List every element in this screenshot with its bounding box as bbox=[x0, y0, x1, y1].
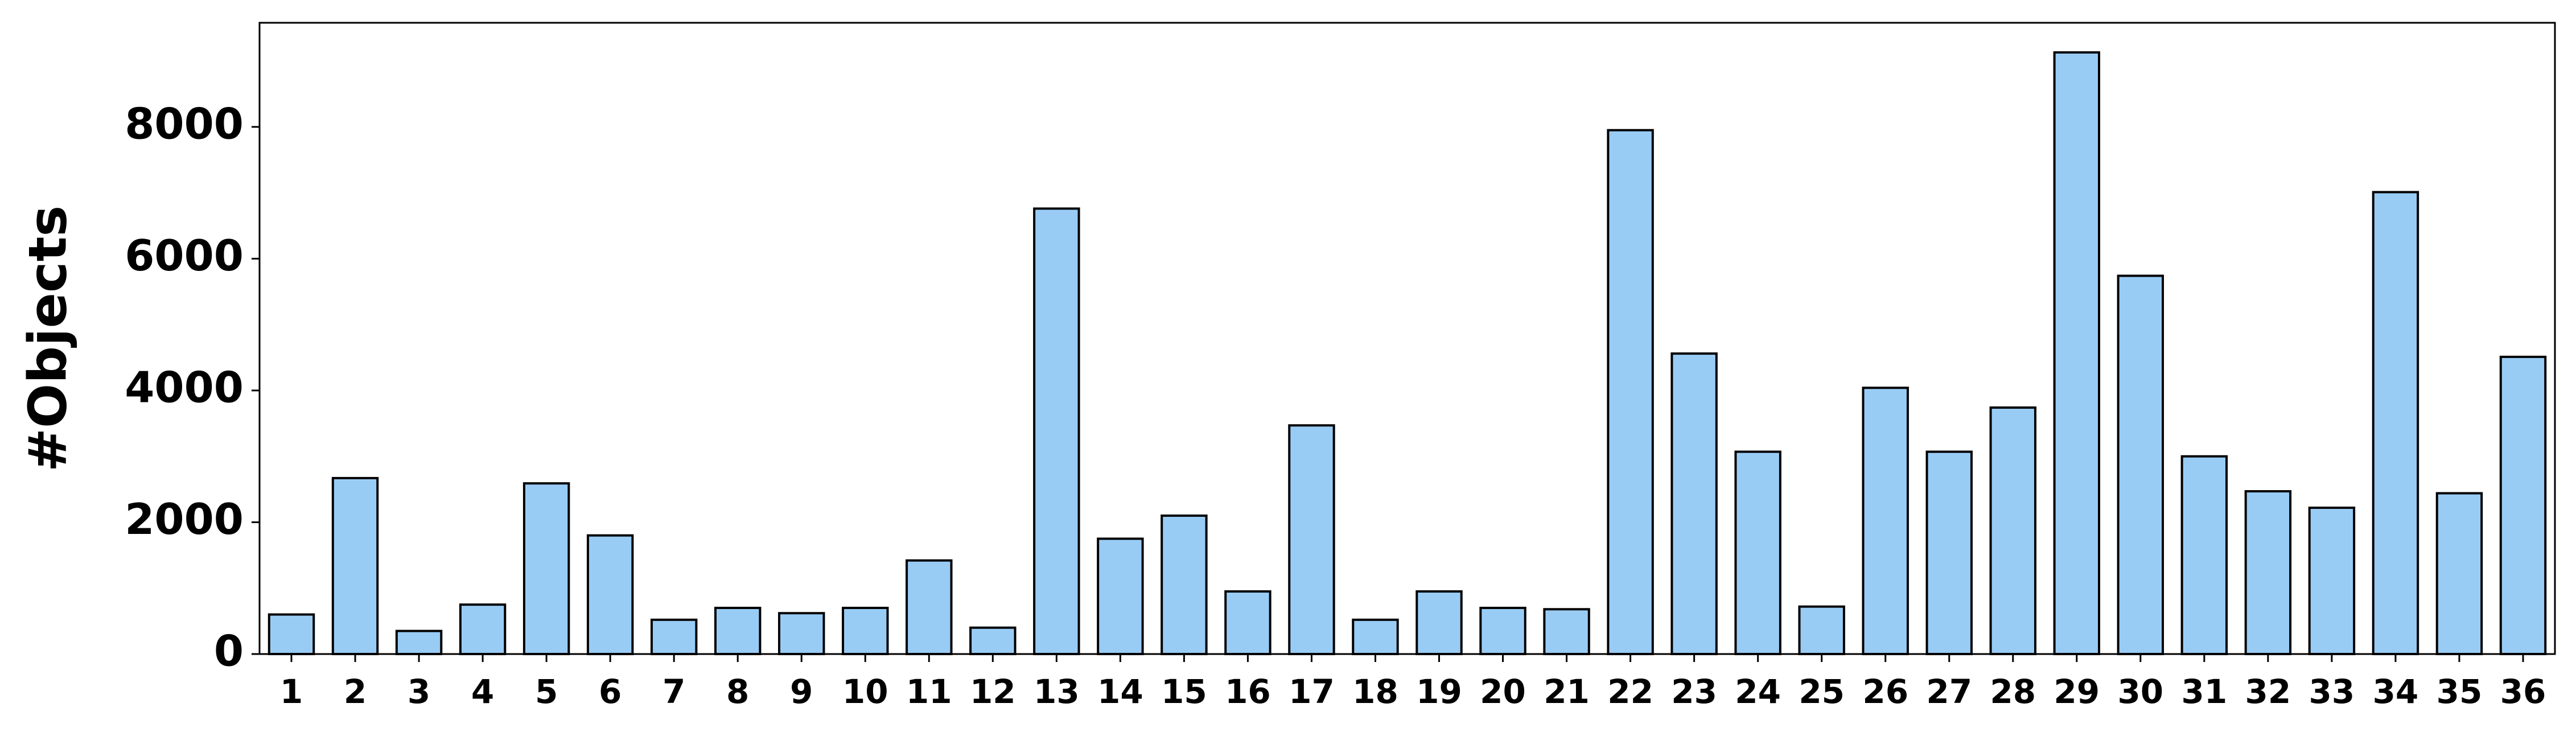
bar bbox=[2435, 492, 2483, 655]
x-tick-label: 16 bbox=[1225, 672, 1271, 711]
x-tick-label: 13 bbox=[1034, 672, 1080, 711]
x-tick-label: 32 bbox=[2245, 672, 2291, 711]
bar bbox=[2308, 507, 2356, 655]
plot-frame bbox=[258, 22, 2556, 655]
x-tick-label: 35 bbox=[2437, 672, 2483, 711]
bar bbox=[1097, 537, 1144, 656]
x-tick-label: 23 bbox=[1671, 672, 1717, 711]
bar bbox=[395, 630, 443, 655]
x-tick-label: 21 bbox=[1544, 672, 1590, 711]
x-tick-label: 24 bbox=[1735, 672, 1781, 711]
bar bbox=[1925, 450, 1973, 655]
bar bbox=[1224, 590, 1271, 656]
y-tick-label: 4000 bbox=[125, 362, 244, 412]
bar bbox=[1352, 618, 1399, 655]
bar bbox=[714, 606, 762, 655]
x-tick-label: 28 bbox=[1990, 672, 2036, 711]
y-tick-label: 6000 bbox=[125, 231, 244, 281]
bar bbox=[2372, 191, 2419, 655]
x-tick-label: 25 bbox=[1799, 672, 1845, 711]
bar bbox=[906, 559, 953, 656]
x-tick-label: 1 bbox=[280, 672, 303, 711]
bar bbox=[2117, 274, 2165, 655]
bar bbox=[650, 618, 698, 655]
bar bbox=[331, 476, 379, 656]
bar bbox=[459, 603, 507, 655]
x-tick-label: 14 bbox=[1097, 672, 1143, 711]
x-tick-label: 12 bbox=[970, 672, 1016, 711]
x-tick-label: 26 bbox=[1862, 672, 1908, 711]
bar bbox=[2244, 490, 2292, 656]
bar bbox=[1161, 514, 1208, 655]
x-tick-label: 34 bbox=[2373, 672, 2419, 711]
bar bbox=[1734, 450, 1781, 655]
x-tick-label: 4 bbox=[471, 672, 494, 711]
bar bbox=[1479, 606, 1526, 655]
bar bbox=[778, 612, 825, 655]
bar bbox=[842, 606, 889, 655]
x-tick-label: 17 bbox=[1289, 672, 1335, 711]
x-tick-label: 5 bbox=[535, 672, 558, 711]
bar bbox=[1862, 386, 1909, 656]
x-tick-label: 7 bbox=[662, 672, 685, 711]
x-tick-label: 20 bbox=[1480, 672, 1526, 711]
x-tick-label: 11 bbox=[906, 672, 952, 711]
y-tick-label: 2000 bbox=[125, 494, 244, 544]
bar bbox=[2499, 355, 2547, 655]
bar bbox=[969, 626, 1017, 655]
x-tick-label: 18 bbox=[1352, 672, 1398, 711]
bar bbox=[1989, 406, 2036, 655]
y-axis-label: #Objects bbox=[17, 205, 78, 472]
bar bbox=[1798, 605, 1845, 656]
x-tick-label: 22 bbox=[1607, 672, 1653, 711]
x-tick-label: 27 bbox=[1926, 672, 1972, 711]
x-tick-label: 15 bbox=[1161, 672, 1207, 711]
bar bbox=[1543, 608, 1590, 656]
x-tick-label: 33 bbox=[2309, 672, 2355, 711]
x-tick-label: 8 bbox=[726, 672, 749, 711]
x-tick-label: 6 bbox=[599, 672, 622, 711]
x-tick-label: 10 bbox=[842, 672, 888, 711]
x-tick-label: 29 bbox=[2054, 672, 2100, 711]
x-tick-label: 19 bbox=[1416, 672, 1462, 711]
x-tick-label: 30 bbox=[2117, 672, 2163, 711]
bar bbox=[2053, 51, 2101, 656]
bar bbox=[522, 482, 570, 655]
x-tick-label: 36 bbox=[2500, 672, 2546, 711]
bar bbox=[1415, 590, 1463, 656]
bar bbox=[2180, 455, 2228, 655]
bar bbox=[1607, 129, 1654, 655]
bar bbox=[1033, 207, 1080, 655]
x-tick-label: 31 bbox=[2181, 672, 2227, 711]
x-tick-label: 3 bbox=[408, 672, 430, 711]
x-tick-label: 9 bbox=[790, 672, 813, 711]
y-tick-label: 0 bbox=[214, 626, 244, 676]
bar bbox=[1288, 424, 1335, 655]
bar bbox=[1670, 352, 1718, 655]
bar bbox=[268, 613, 315, 656]
y-tick-label: 8000 bbox=[125, 98, 244, 149]
x-tick-label: 2 bbox=[344, 672, 367, 711]
bar bbox=[586, 534, 634, 656]
